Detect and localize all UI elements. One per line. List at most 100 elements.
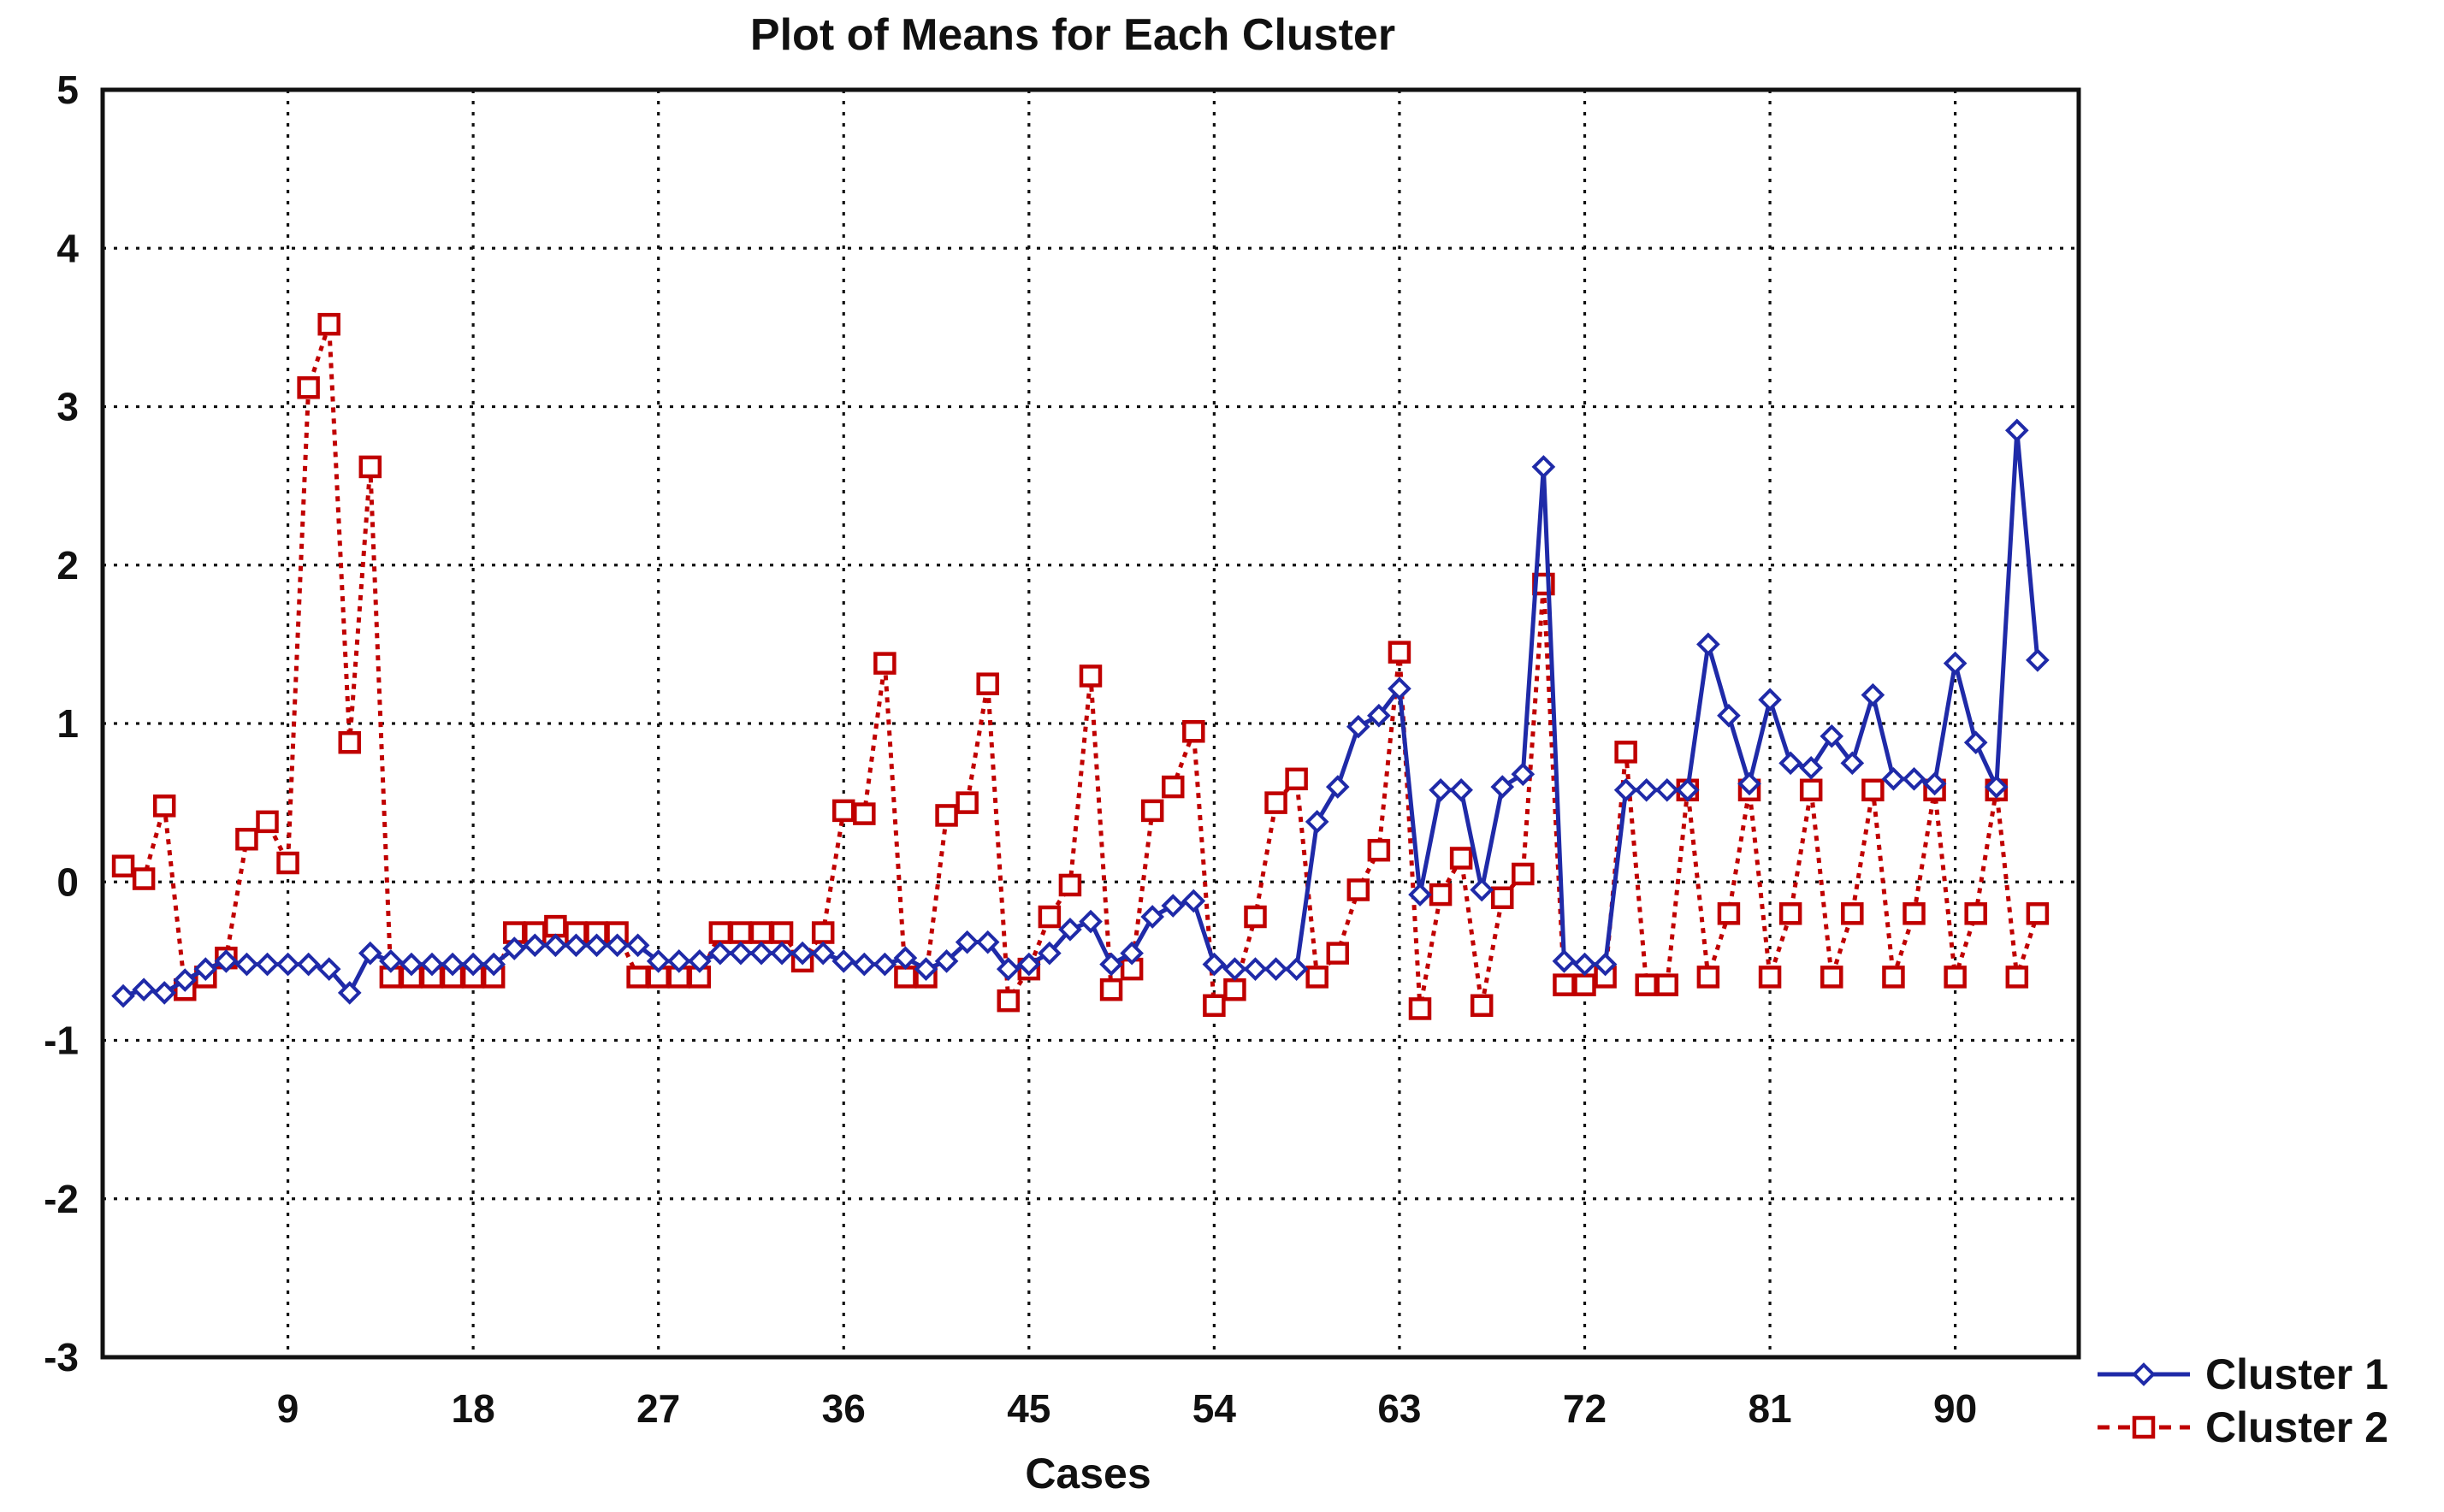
series-1-point (152, 981, 177, 1005)
series-1-point (1202, 952, 1227, 977)
series-2-point (1841, 902, 1864, 925)
series-1-point (1593, 952, 1618, 977)
series-layer (111, 312, 2050, 1020)
series-1-point (1531, 455, 1556, 479)
series-1-point (605, 933, 630, 958)
series-2-point (1182, 720, 1205, 743)
series-1-point (173, 968, 198, 992)
series-1-point (1675, 777, 1700, 802)
series-2-point (1820, 966, 1843, 989)
series-1-point (729, 941, 753, 966)
series-1-point (1984, 775, 2009, 799)
series-1-line (122, 428, 2040, 999)
series-1-point (1429, 777, 1453, 802)
grid-lines (103, 90, 2079, 1357)
series-1-point (811, 941, 836, 966)
series-1-point (584, 933, 609, 958)
series-2-point (544, 914, 567, 938)
series-2-point (1861, 778, 1885, 802)
series-2-point (2005, 966, 2029, 989)
series-1-point (502, 936, 527, 960)
series-1-point (687, 949, 712, 973)
y-tick-label: -3 (44, 1335, 79, 1379)
series-1-point (1346, 714, 1370, 739)
x-axis-label: Cases (1025, 1450, 1151, 1497)
series-2-point (1903, 902, 1926, 925)
series-2-point (997, 989, 1020, 1013)
series-1-point (296, 952, 321, 977)
series-1-point (1449, 777, 1473, 802)
series-1-point (461, 952, 485, 977)
series-2-point (770, 921, 794, 944)
series-2-point (1655, 973, 1678, 996)
series-2-point (1470, 994, 1494, 1017)
x-tick-label: 36 (822, 1386, 866, 1431)
series-1-point (749, 941, 773, 966)
series-2-point (1162, 775, 1185, 799)
series-2-point (873, 652, 897, 675)
x-tick-labels: 9 18 27 36 45 54 63 72 81 90 (277, 1386, 1977, 1431)
series-2-point (1038, 905, 1062, 929)
series-1-point (1511, 762, 1536, 787)
legend-label: Cluster 1 (2205, 1350, 2388, 1398)
series-2-point (1614, 741, 1637, 764)
series-1-point (975, 930, 1000, 954)
series-1-point (1881, 767, 1906, 791)
series-2-point (358, 455, 382, 479)
series-1-point (1325, 775, 1350, 799)
series-1-point (1820, 724, 1844, 748)
y-tick-label: 4 (56, 226, 79, 270)
series-1-point (770, 941, 794, 966)
series-2-point (853, 802, 876, 825)
series-2-point (1778, 902, 1802, 925)
x-tick-label: 54 (1192, 1386, 1237, 1431)
series-2-point (1758, 966, 1782, 989)
series-1-point (1284, 957, 1309, 981)
series-2-point (1635, 973, 1658, 996)
y-tick-label: -1 (44, 1019, 79, 1063)
series-2-point (2026, 902, 2050, 925)
legend-swatch-marker (2132, 1362, 2156, 1386)
series-1-point (914, 957, 938, 981)
series-1-point (1572, 952, 1597, 977)
series-2-point (935, 804, 958, 827)
series-2-point (708, 921, 732, 944)
y-tick-label: 1 (56, 701, 79, 746)
series-2-point (1696, 966, 1720, 989)
series-1-point (1902, 767, 1926, 791)
series-2-point (1305, 966, 1329, 989)
series-1-point (790, 941, 814, 966)
series-2-point (1099, 977, 1123, 1001)
series-1-point (666, 949, 691, 973)
series-2-point (1717, 902, 1741, 925)
series-2-point (1244, 905, 1267, 929)
series-1-point (132, 977, 156, 1002)
series-1 (111, 418, 2050, 1008)
series-1-point (337, 981, 362, 1005)
series-2-point (811, 921, 835, 944)
chart-title: Plot of Means for Each Cluster (750, 10, 1395, 60)
series-2-point (894, 966, 917, 989)
series-1-point (1613, 777, 1638, 802)
y-tick-label: 2 (56, 543, 79, 588)
series-1-point (2004, 418, 2029, 443)
series-1-point (1717, 703, 1741, 728)
series-1-point (831, 949, 856, 973)
series-1-point (1099, 952, 1123, 977)
series-1-point (1058, 917, 1082, 942)
series-1-point (358, 941, 382, 966)
series-1-point (996, 957, 1021, 981)
series-1-point (1737, 771, 1761, 796)
legend-label: Cluster 2 (2205, 1403, 2388, 1451)
series-1-point (420, 952, 444, 977)
series-2-point (338, 730, 361, 754)
series-2-point (1264, 791, 1287, 814)
series-1-point (1654, 777, 1679, 802)
series-2-point (1203, 994, 1226, 1017)
series-1-point (1263, 957, 1288, 981)
series-1-point (852, 952, 877, 977)
y-tick-label: 3 (56, 385, 79, 429)
series-1-point (1799, 756, 1824, 780)
series-1-point (543, 933, 568, 958)
